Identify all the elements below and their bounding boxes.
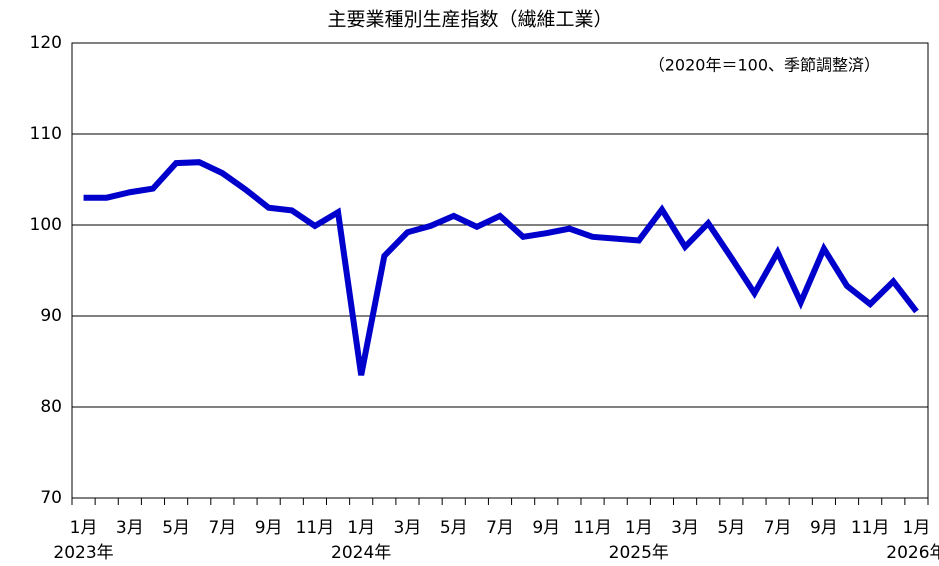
- x-tick-label: 5月: [440, 518, 468, 538]
- y-tick-label: 110: [30, 124, 62, 144]
- x-tick-label: 1月: [625, 518, 653, 538]
- x-tick-label: 5月: [162, 518, 190, 538]
- x-tick-label: 9月: [810, 518, 838, 538]
- x-tick-label: 3月: [116, 518, 144, 538]
- annotation: （2020年＝100、季節調整済）: [649, 56, 880, 75]
- x-tick-label: 1月: [903, 518, 931, 538]
- chart-title: 主要業種別生産指数（繊維工業）: [327, 9, 612, 31]
- x-tick-label: 3月: [671, 518, 699, 538]
- x-tick-label: 5月: [717, 518, 745, 538]
- x-year-label: 2023年: [53, 543, 113, 563]
- x-tick-label: 9月: [532, 518, 560, 538]
- x-tick-label: 7月: [764, 518, 792, 538]
- y-tick-label: 80: [40, 397, 62, 417]
- y-tick-label: 120: [30, 33, 62, 53]
- x-tick-label: 1月: [347, 518, 375, 538]
- x-tick-label: 11月: [296, 518, 335, 538]
- y-tick-label: 90: [40, 306, 62, 326]
- data-line: [83, 159, 919, 376]
- x-tick-label: 1月: [70, 518, 98, 538]
- x-year-label: 2025年: [609, 543, 669, 563]
- x-year-label: 2026年: [886, 543, 939, 563]
- x-tick-label: 3月: [394, 518, 422, 538]
- plot-frame: [71, 42, 929, 499]
- x-tick-label: 7月: [208, 518, 236, 538]
- x-tick-label: 7月: [486, 518, 514, 538]
- x-tick-label: 9月: [255, 518, 283, 538]
- y-tick-label: 100: [30, 215, 62, 235]
- x-year-label: 2024年: [331, 543, 391, 563]
- x-tick-label: 11月: [851, 518, 890, 538]
- y-tick-label: 70: [40, 488, 62, 508]
- x-tick-label: 11月: [573, 518, 612, 538]
